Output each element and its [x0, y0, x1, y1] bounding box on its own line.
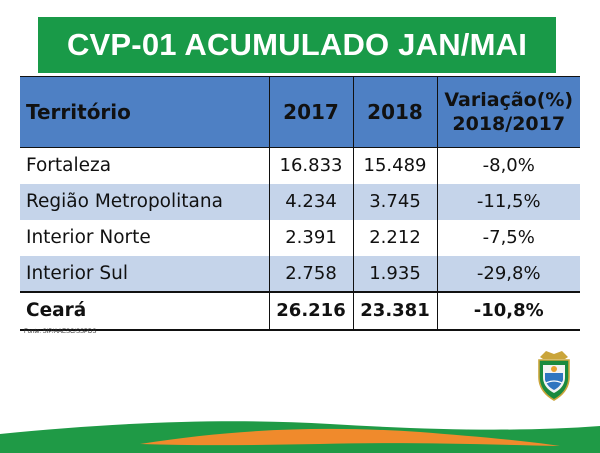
cell-territorio: Região Metropolitana	[20, 183, 270, 220]
cell-2017: 16.833	[269, 147, 354, 184]
cell-2018: 1.935	[353, 255, 438, 292]
cell-2018: 15.489	[353, 147, 438, 184]
cell-2017: 2.391	[269, 219, 354, 256]
cell-2018: 2.212	[353, 219, 438, 256]
cell-2017: 2.758	[269, 255, 354, 292]
cell-territorio: Interior Sul	[20, 255, 270, 292]
cell-2018: 3.745	[353, 183, 438, 220]
cell-2017: 4.234	[269, 183, 354, 220]
cell-total-variacao: -10,8%	[473, 300, 544, 321]
header-variacao: Variação(%) 2018/2017	[437, 76, 580, 148]
cell-territorio: Fortaleza	[20, 147, 270, 184]
title-banner: CVP-01 ACUMULADO JAN/MAI	[38, 17, 556, 73]
ceara-coat-of-arms-icon	[538, 351, 570, 401]
table-row: Interior Sul 2.758 1.935 -29,8%	[20, 255, 580, 292]
footer-wave	[0, 421, 600, 453]
cell-territorio: Interior Norte	[20, 219, 270, 256]
header-territorio: Território	[20, 76, 270, 148]
header-variacao-line2: 2018/2017	[452, 113, 566, 135]
cell-variacao: -29,8%	[476, 262, 541, 284]
source-note: Fonte: SIP/AAESC/SSPDS	[24, 329, 97, 335]
table-total-row: Ceará 26.216 23.381 -10,8%	[20, 291, 580, 330]
cell-total-2018: 23.381	[353, 291, 438, 330]
table-row: Fortaleza 16.833 15.489 -8,0%	[20, 147, 580, 184]
cell-variacao: -8,0%	[482, 155, 535, 177]
data-table: Território 2017 2018 Variação(%) 2018/20…	[20, 76, 580, 331]
table-row: Região Metropolitana 4.234 3.745 -11,5%	[20, 183, 580, 220]
cell-variacao: -7,5%	[482, 227, 535, 248]
cell-total-2017: 26.216	[269, 291, 354, 330]
page-title: CVP-01 ACUMULADO JAN/MAI	[66, 27, 528, 62]
header-2017: 2017	[269, 76, 354, 148]
table-header-row: Território 2017 2018 Variação(%) 2018/20…	[20, 76, 580, 148]
header-variacao-line1: Variação(%)	[444, 89, 574, 111]
cell-variacao: -11,5%	[476, 191, 541, 212]
header-2018: 2018	[353, 76, 438, 148]
table-row: Interior Norte 2.391 2.212 -7,5%	[20, 219, 580, 256]
cell-total-territorio: Ceará	[20, 291, 270, 330]
